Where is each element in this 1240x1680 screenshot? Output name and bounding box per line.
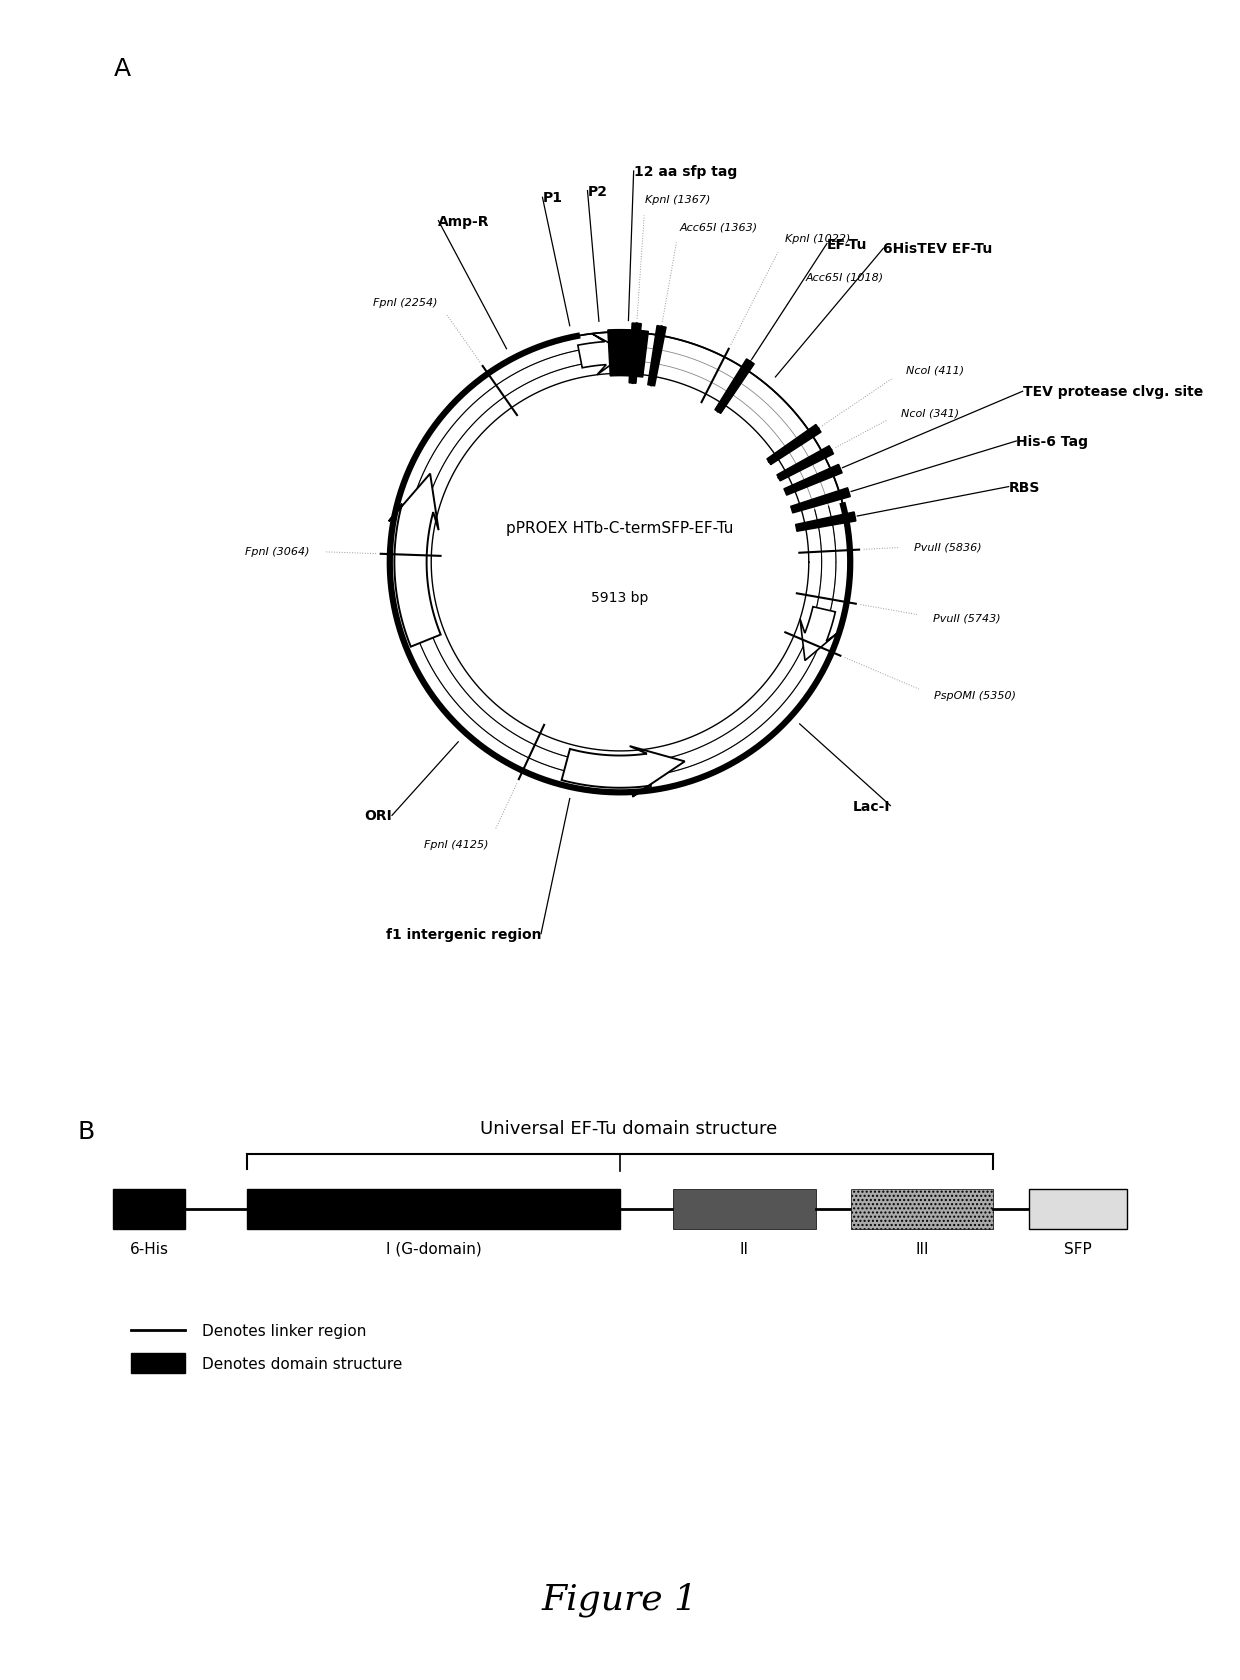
Text: 12 aa sfp tag: 12 aa sfp tag: [634, 165, 737, 178]
Text: II: II: [740, 1242, 749, 1257]
Text: 6HisTEV EF-Tu: 6HisTEV EF-Tu: [883, 242, 993, 255]
Polygon shape: [796, 512, 856, 533]
Text: Figure 1: Figure 1: [542, 1581, 698, 1616]
Text: NcoI (411): NcoI (411): [906, 365, 965, 375]
Text: B: B: [78, 1119, 95, 1142]
Bar: [131, 1354, 185, 1374]
Text: P2: P2: [588, 185, 608, 198]
Text: KpnI (1022): KpnI (1022): [785, 234, 851, 244]
Text: A: A: [114, 57, 130, 81]
Polygon shape: [784, 465, 842, 496]
Text: FpnI (2254): FpnI (2254): [373, 297, 438, 307]
Text: EF-Tu: EF-Tu: [827, 237, 867, 252]
Text: NcoI (341): NcoI (341): [900, 408, 959, 418]
Polygon shape: [629, 324, 641, 385]
Text: I (G-domain): I (G-domain): [386, 1242, 481, 1257]
Polygon shape: [766, 425, 821, 465]
Polygon shape: [608, 331, 649, 378]
Text: pPROEX HTb-C-termSFP-EF-Tu: pPROEX HTb-C-termSFP-EF-Tu: [506, 521, 734, 536]
Polygon shape: [715, 360, 754, 415]
Text: SFP: SFP: [1064, 1242, 1091, 1257]
Polygon shape: [562, 746, 684, 798]
Polygon shape: [578, 334, 627, 376]
Text: KpnI (1367): KpnI (1367): [645, 195, 711, 205]
Text: FpnI (4125): FpnI (4125): [424, 840, 489, 850]
Polygon shape: [388, 474, 440, 647]
Text: FpnI (3064): FpnI (3064): [244, 548, 310, 558]
Text: PvuII (5836): PvuII (5836): [914, 543, 982, 553]
Bar: [673, 1189, 816, 1230]
Text: f1 intergenic region: f1 intergenic region: [386, 927, 541, 941]
Text: Universal EF-Tu domain structure: Universal EF-Tu domain structure: [480, 1119, 777, 1137]
Text: TEV protease clvg. site: TEV protease clvg. site: [1023, 385, 1203, 398]
Polygon shape: [777, 447, 833, 482]
Text: PvuII (5743): PvuII (5743): [932, 613, 1001, 623]
Text: 5913 bp: 5913 bp: [591, 590, 649, 605]
Bar: [247, 1189, 620, 1230]
Bar: [851, 1189, 993, 1230]
Polygon shape: [800, 606, 839, 662]
Text: Amp-R: Amp-R: [439, 215, 490, 228]
Polygon shape: [647, 326, 666, 386]
Polygon shape: [791, 489, 851, 514]
Text: Acc65I (1363): Acc65I (1363): [680, 222, 758, 232]
Bar: [114, 1189, 185, 1230]
Text: RBS: RBS: [1008, 480, 1040, 494]
Text: III: III: [915, 1242, 929, 1257]
Bar: [1029, 1189, 1126, 1230]
Text: Denotes linker region: Denotes linker region: [202, 1324, 367, 1337]
Text: ORI: ORI: [365, 808, 392, 823]
Text: Denotes domain structure: Denotes domain structure: [202, 1356, 403, 1371]
Text: PspOMI (5350): PspOMI (5350): [934, 690, 1016, 701]
Text: 6-His: 6-His: [129, 1242, 169, 1257]
Text: Acc65I (1018): Acc65I (1018): [806, 272, 884, 282]
Text: P1: P1: [542, 192, 563, 205]
Text: Lac-I: Lac-I: [853, 800, 890, 813]
Text: His-6 Tag: His-6 Tag: [1017, 435, 1089, 449]
